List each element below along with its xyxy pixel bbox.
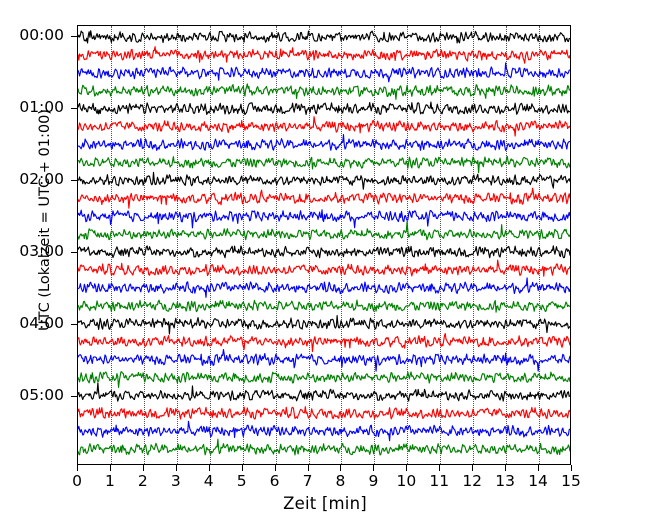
- trace-0500: [78, 383, 570, 401]
- x-tick-13: [505, 465, 507, 471]
- gridline-x-8: [341, 26, 343, 464]
- x-tick-label-14: 14: [528, 472, 548, 490]
- y-tick-0000: [71, 36, 77, 37]
- x-tick-14: [538, 465, 540, 471]
- trace-0530: [78, 421, 570, 440]
- x-tick-9: [373, 465, 375, 471]
- trace-0200: [78, 172, 570, 189]
- trace-0230: [78, 210, 570, 228]
- y-tick-label-0500: 05:00: [19, 386, 64, 404]
- trace-0400: [78, 316, 570, 334]
- gridline-x-7: [308, 26, 310, 464]
- y-tick-label-0000: 00:00: [19, 26, 64, 44]
- x-tick-4: [208, 465, 210, 471]
- trace-0345: [78, 300, 570, 312]
- y-tick-0200: [71, 180, 77, 181]
- plot-area: [77, 25, 571, 465]
- y-tick-0300: [71, 252, 77, 253]
- x-tick-label-5: 5: [236, 472, 247, 490]
- trace-0145: [78, 156, 570, 172]
- trace-0215: [78, 188, 570, 208]
- vertical-gridlines: [78, 26, 570, 464]
- trace-0130: [78, 135, 570, 151]
- x-tick-label-12: 12: [462, 472, 483, 490]
- gridline-x-9: [374, 26, 376, 464]
- x-tick-label-8: 8: [335, 472, 346, 490]
- x-tick-label-3: 3: [170, 472, 181, 490]
- x-tick-label-0: 0: [72, 472, 82, 490]
- gridline-x-13: [506, 26, 508, 464]
- trace-0045: [78, 84, 570, 99]
- trace-0315: [78, 260, 570, 276]
- gridline-x-10: [407, 26, 409, 464]
- x-tick-label-7: 7: [302, 472, 313, 490]
- x-tick-label-6: 6: [269, 472, 280, 490]
- trace-0415: [78, 334, 570, 352]
- gridline-x-11: [440, 26, 442, 464]
- x-tick-6: [274, 465, 276, 471]
- x-tick-label-4: 4: [203, 472, 214, 490]
- gridline-x-3: [176, 26, 178, 464]
- trace-0100: [78, 102, 570, 114]
- gridline-x-14: [539, 26, 541, 464]
- gridline-x-2: [143, 26, 145, 464]
- x-tick-2: [142, 465, 144, 471]
- y-tick-0400: [71, 324, 77, 325]
- trace-0030: [78, 63, 570, 82]
- y-tick-0500: [71, 396, 77, 397]
- x-tick-7: [307, 465, 309, 471]
- y-tick-label-0100: 01:00: [19, 98, 64, 116]
- trace-0445: [78, 372, 570, 388]
- trace-0545: [78, 439, 570, 455]
- x-tick-8: [340, 465, 342, 471]
- gridline-x-5: [242, 26, 244, 464]
- x-tick-10: [406, 465, 408, 471]
- gridline-x-6: [275, 26, 277, 464]
- trace-0430: [78, 350, 570, 372]
- y-tick-0100: [71, 108, 77, 109]
- trace-0300: [78, 246, 570, 258]
- x-tick-label-13: 13: [495, 472, 515, 490]
- x-tick-label-10: 10: [396, 472, 417, 490]
- x-tick-label-11: 11: [429, 472, 450, 490]
- trace-0115: [78, 117, 570, 136]
- x-tick-label-9: 9: [368, 472, 379, 490]
- trace-0515: [78, 407, 570, 419]
- x-axis-title: Zeit [min]: [283, 494, 367, 513]
- x-tick-3: [175, 465, 177, 471]
- trace-canvas: [78, 26, 570, 464]
- x-tick-label-2: 2: [137, 472, 148, 490]
- x-tick-5: [241, 465, 243, 471]
- gridline-x-4: [209, 26, 211, 464]
- y-axis-title: UTC (Lokalzeit = UTC + 01:00): [37, 109, 53, 331]
- y-tick-label-0400: 04:00: [19, 314, 64, 332]
- x-tick-label-15: 15: [561, 472, 581, 490]
- trace-0000: [78, 31, 570, 43]
- y-tick-label-0300: 03:00: [19, 242, 64, 260]
- x-tick-11: [439, 465, 441, 471]
- trace-0015: [78, 47, 570, 64]
- gridline-x-1: [110, 26, 112, 464]
- x-tick-12: [472, 465, 474, 471]
- x-tick-label-1: 1: [104, 472, 115, 490]
- trace-0330: [78, 278, 570, 297]
- trace-0245: [78, 222, 570, 240]
- x-tick-1: [109, 465, 111, 471]
- x-tick-0: [77, 465, 78, 471]
- y-tick-label-0200: 02:00: [19, 170, 64, 188]
- x-tick-15: [571, 465, 572, 471]
- gridline-x-12: [473, 26, 475, 464]
